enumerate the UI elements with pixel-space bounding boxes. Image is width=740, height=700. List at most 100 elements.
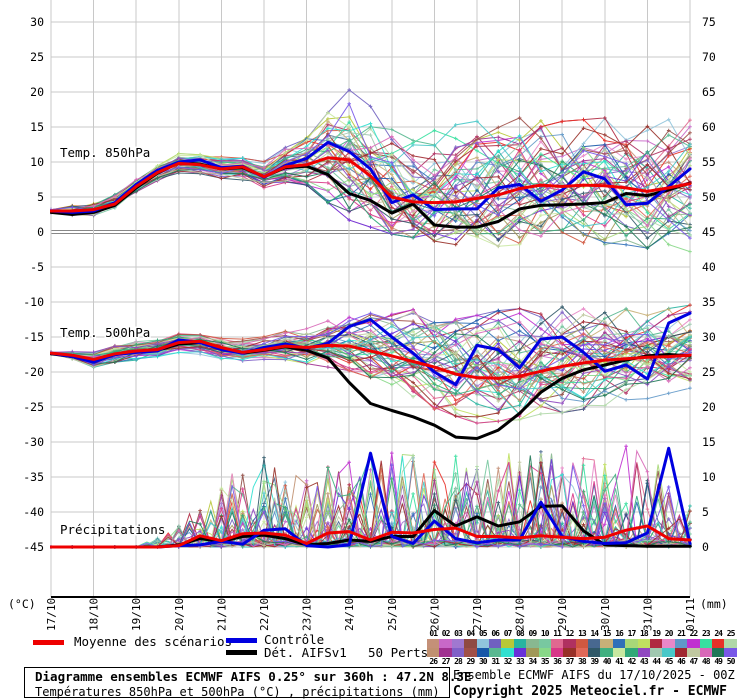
deterministic-line-swatch <box>226 650 257 655</box>
left-axis-tick: -40 <box>23 505 44 519</box>
member-color-cell <box>600 648 613 657</box>
panel-label-500: Temp. 500hPa <box>60 325 150 340</box>
perturbation-column: 21 46 <box>674 629 688 667</box>
member-color-cell <box>724 639 737 648</box>
x-axis-date-label: 20/10 <box>173 598 186 631</box>
member-color-cell <box>563 648 576 657</box>
member-color-cell <box>501 639 514 648</box>
member-id-top: 18 <box>640 629 649 638</box>
x-axis-date-label: 23/10 <box>301 598 314 631</box>
right-axis-tick: 30 <box>702 330 716 344</box>
member-color-cell <box>711 648 725 657</box>
perturbation-column: 03 28 <box>451 629 465 667</box>
member-color-cell <box>464 639 477 648</box>
member-id-bottom: 43 <box>640 657 649 666</box>
perturbation-column: 16 41 <box>612 629 626 667</box>
x-axis-date-label: 19/10 <box>130 598 143 631</box>
member-id-top: 21 <box>677 629 686 638</box>
left-axis-tick: -30 <box>23 435 44 449</box>
ensemble-mean-line <box>50 339 692 380</box>
member-id-top: 11 <box>553 629 562 638</box>
copyright: Copyright 2025 Meteociel.fr - ECMWF <box>453 684 727 699</box>
member-id-top: 03 <box>454 629 463 638</box>
perturbation-column: 15 40 <box>600 629 613 667</box>
member-id-bottom: 39 <box>590 657 599 666</box>
member-color-cell <box>699 648 712 657</box>
member-color-cell <box>625 648 638 657</box>
member-id-bottom: 48 <box>701 657 711 666</box>
member-color-cell <box>662 648 675 657</box>
member-color-cell <box>575 648 589 657</box>
member-color-cell <box>637 639 651 648</box>
left-axis-tick: -45 <box>23 540 44 554</box>
member-color-cell <box>488 639 502 648</box>
member-color-cell <box>513 648 527 657</box>
member-color-cell <box>538 639 551 648</box>
member-id-top: 23 <box>701 629 711 638</box>
left-axis-tick: 10 <box>30 155 44 169</box>
member-id-top: 17 <box>627 629 637 638</box>
member-color-cell <box>538 648 551 657</box>
member-id-bottom: 34 <box>528 657 538 666</box>
member-id-bottom: 29 <box>466 657 476 666</box>
right-axis-tick: 65 <box>702 85 716 99</box>
left-axis-tick: 25 <box>30 50 44 64</box>
perturbation-column: 20 45 <box>662 629 675 667</box>
x-axis-date-label: 25/10 <box>386 598 399 631</box>
member-id-top: 08 <box>516 629 525 638</box>
x-axis-date-label: 31/10 <box>641 598 654 631</box>
perturbation-column: 06 31 <box>488 629 502 667</box>
ensemble-mean-line <box>50 156 692 213</box>
left-axis-tick: -35 <box>23 470 44 484</box>
credit-block: Ensemble ECMWF AIFS du 17/10/2025 - 00Z … <box>453 668 735 699</box>
chart-title: Diagramme ensembles ECMWF AIFS 0.25° sur… <box>35 669 472 684</box>
perturbations-count-label: 50 Perts. <box>368 645 436 660</box>
member-color-cell <box>526 639 539 648</box>
member-id-top: 15 <box>602 629 612 638</box>
right-axis-tick: 5 <box>702 505 709 519</box>
right-axis-tick: 75 <box>702 15 716 29</box>
right-axis-tick: 70 <box>702 50 716 64</box>
member-color-cell <box>526 648 539 657</box>
x-axis-date-label: 29/10 <box>556 598 569 631</box>
member-color-cell <box>724 648 737 657</box>
member-color-cell <box>711 639 725 648</box>
perturbation-column: 19 44 <box>650 629 663 667</box>
perturbation-column: 25 50 <box>724 629 737 667</box>
chart-info-box: Diagramme ensembles ECMWF AIFS 0.25° sur… <box>24 667 472 699</box>
left-axis-tick: 5 <box>37 190 44 204</box>
left-axis-tick: 15 <box>30 120 44 134</box>
x-axis-date-label: 26/10 <box>428 598 441 631</box>
left-axis-tick: -10 <box>23 295 44 309</box>
left-axis-tick: -20 <box>23 365 44 379</box>
mean-line-label: Moyenne des scénarios <box>74 634 233 649</box>
left-axis-unit-label: (°C) <box>8 597 36 611</box>
member-id-top: 09 <box>528 629 538 638</box>
mean-line-swatch <box>33 640 64 645</box>
member-id-bottom: 27 <box>441 657 451 666</box>
right-axis-tick: 50 <box>702 190 716 204</box>
perturbation-column: 24 49 <box>711 629 725 667</box>
member-id-top: 22 <box>689 629 699 638</box>
member-id-bottom: 26 <box>429 657 438 666</box>
member-id-top: 19 <box>652 629 661 638</box>
x-axis-date-label: 28/10 <box>514 598 527 631</box>
perturbation-column: 11 36 <box>550 629 564 667</box>
perturbation-column: 04 29 <box>464 629 477 667</box>
member-color-cell <box>488 648 502 657</box>
perturbation-column: 14 39 <box>588 629 601 667</box>
member-id-bottom: 47 <box>689 657 699 666</box>
member-id-bottom: 45 <box>664 657 674 666</box>
member-id-bottom: 44 <box>652 657 661 666</box>
member-color-cell <box>588 639 601 648</box>
member-color-cell <box>451 639 465 648</box>
panel-label-precip: Précipitations <box>60 522 165 537</box>
member-id-top: 02 <box>441 629 451 638</box>
right-axis-tick: 0 <box>702 540 709 554</box>
member-color-cell <box>427 648 440 657</box>
member-color-cell <box>650 639 663 648</box>
member-color-cell <box>451 648 465 657</box>
member-id-bottom: 31 <box>491 657 500 666</box>
x-axis-date-label: 01/11 <box>684 598 697 631</box>
